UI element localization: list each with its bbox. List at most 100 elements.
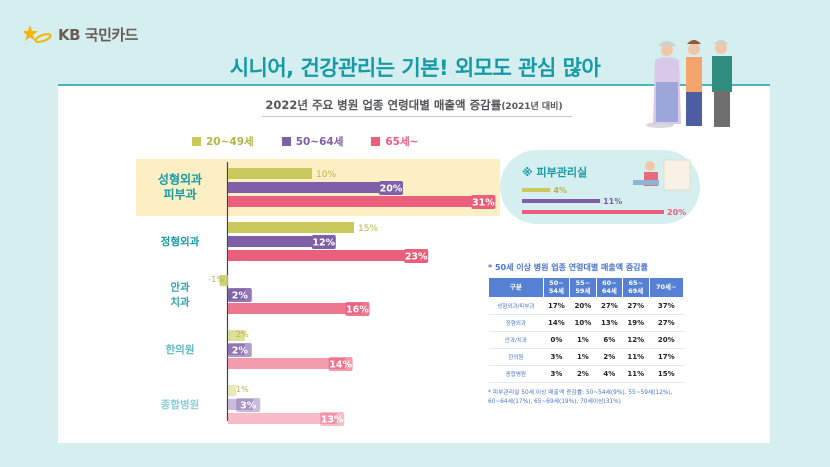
bar bbox=[228, 303, 363, 314]
bar bbox=[228, 196, 489, 207]
bar bbox=[228, 385, 237, 396]
value-label: 3% bbox=[240, 401, 257, 412]
headline-divider bbox=[58, 84, 770, 86]
legend-swatch bbox=[371, 137, 381, 146]
table-row: 종합병원 3% 2% 4% 11% 15% bbox=[488, 365, 684, 383]
table-cell: 6% bbox=[596, 331, 623, 349]
skincare-value-label: 11% bbox=[603, 197, 622, 206]
table-header-cell: 70세~ bbox=[648, 277, 685, 298]
value-badge bbox=[328, 357, 353, 371]
seniors-illustration bbox=[646, 40, 732, 128]
value-badge bbox=[227, 288, 252, 302]
skincare-value-label: 4% bbox=[553, 186, 567, 195]
bar bbox=[228, 182, 396, 193]
table-cell: 19% bbox=[622, 314, 650, 332]
value-badge bbox=[345, 302, 370, 316]
value-label: 12% bbox=[312, 238, 335, 249]
star-logo-icon bbox=[24, 25, 52, 43]
table-cell: 4% bbox=[596, 365, 623, 383]
table-cell: 11% bbox=[622, 348, 650, 366]
table-cell: 10% bbox=[569, 314, 597, 332]
table-cell: 27% bbox=[622, 297, 650, 315]
table-cell: 1% bbox=[569, 348, 597, 366]
table-cell: 20% bbox=[649, 331, 684, 349]
value-label: -1% bbox=[208, 275, 224, 284]
legend-label: 20~49세 bbox=[206, 136, 254, 148]
value-label: 2% bbox=[232, 346, 249, 357]
age-detail-table: 구분 50~ 54세 55~ 59세 60~ 64세 65~ 69세 70세~ 성형외과/피부과 1… bbox=[488, 277, 685, 383]
table-row: 한의원 3% 1% 2% 11% 17% bbox=[488, 348, 684, 366]
table-row-label: 정형외과 bbox=[488, 314, 544, 332]
table-cell: 37% bbox=[649, 297, 684, 315]
legend-item-65-plus: 65세~ bbox=[371, 134, 418, 149]
value-badge bbox=[379, 181, 403, 195]
value-badge bbox=[471, 195, 496, 209]
legend-label: 50~64세 bbox=[295, 136, 344, 148]
skincare-bar bbox=[522, 188, 551, 192]
category-label: 정형외과 bbox=[161, 235, 200, 248]
subtitle-underline bbox=[262, 116, 572, 117]
legend-item-20-49: 20~49세 bbox=[192, 134, 254, 149]
table-cell: 2% bbox=[596, 348, 623, 366]
legend-swatch bbox=[281, 137, 291, 146]
table-row: 안과/치과 0% 1% 6% 12% 20% bbox=[488, 331, 684, 349]
table-cell: 17% bbox=[543, 297, 570, 315]
value-badge bbox=[236, 398, 261, 412]
legend: 20~49세 50~64세 65세~ bbox=[192, 134, 418, 149]
table-cell: 2% bbox=[569, 365, 597, 383]
legend-swatch bbox=[192, 137, 201, 146]
value-label: 10% bbox=[316, 170, 336, 180]
bar bbox=[228, 222, 354, 233]
table-header-cell: 65~ 69세 bbox=[622, 277, 650, 298]
table-row-label: 안과/치과 bbox=[488, 331, 544, 349]
value-label: 14% bbox=[329, 360, 352, 371]
bar bbox=[228, 236, 329, 247]
table-footnote: * 피부관리실 50세 이상 매출액 증감률: 50~54세(9%), 55~5… bbox=[488, 390, 673, 405]
value-label: 2% bbox=[232, 291, 249, 302]
table-row-label: 종합병원 bbox=[488, 365, 544, 383]
value-label: 15% bbox=[358, 224, 378, 234]
chart-panel bbox=[58, 86, 770, 443]
table-cell: 12% bbox=[622, 331, 650, 349]
value-badge bbox=[404, 249, 429, 263]
table-row-label: 한의원 bbox=[488, 348, 544, 366]
skincare-bar bbox=[522, 199, 601, 203]
table-cell: 14% bbox=[543, 314, 570, 332]
table-cell: 1% bbox=[569, 331, 597, 349]
bar bbox=[228, 358, 346, 369]
table-header-cell: 구분 bbox=[488, 277, 544, 298]
table-cell: 27% bbox=[596, 297, 623, 315]
table-cell: 11% bbox=[622, 365, 650, 383]
bar bbox=[228, 168, 312, 179]
skincare-illustration bbox=[633, 159, 691, 191]
value-badge bbox=[227, 343, 252, 357]
category-label: 치과 bbox=[170, 296, 190, 309]
age-detail-table-box: * 50세 이상 병원 업종 연령대별 매출액 증감률 구분 50~ 54세 55~ 5… bbox=[488, 262, 690, 406]
headline: 시니어, 건강관리는 기본! 외모도 관심 많아 bbox=[229, 56, 601, 80]
skincare-bar bbox=[522, 210, 664, 214]
bar bbox=[228, 250, 422, 261]
value-label: 23% bbox=[405, 252, 428, 263]
logo-text: KB 국민카드 bbox=[58, 25, 138, 44]
table-cell: 20% bbox=[569, 297, 597, 315]
category-label: 안과 bbox=[170, 281, 190, 294]
table-cell: 15% bbox=[649, 365, 684, 383]
subtitle-main: 2022년 주요 병원 업종 연령대별 매출액 증감률 bbox=[265, 98, 502, 112]
legend-item-50-64: 50~64세 bbox=[281, 134, 344, 149]
table-cell: 27% bbox=[649, 314, 684, 332]
table-header-cell: 50~ 54세 bbox=[542, 277, 571, 298]
table-cell: 17% bbox=[649, 348, 684, 366]
table-header-cell: 60~ 64세 bbox=[595, 277, 624, 298]
table-cell: 13% bbox=[596, 314, 623, 332]
value-label: 13% bbox=[321, 415, 344, 426]
table-row-label: 성형외과/피부과 bbox=[488, 297, 544, 315]
kb-kookmin-card-logo: KB 국민카드 bbox=[24, 22, 138, 46]
category-label: 종합병원 bbox=[161, 398, 200, 411]
table-cell: 3% bbox=[543, 348, 570, 366]
category-label: 피부과 bbox=[163, 187, 196, 202]
bar bbox=[228, 330, 245, 341]
value-label: 2% bbox=[236, 330, 249, 339]
value-badge bbox=[320, 412, 345, 426]
legend-label: 65세~ bbox=[385, 136, 419, 148]
